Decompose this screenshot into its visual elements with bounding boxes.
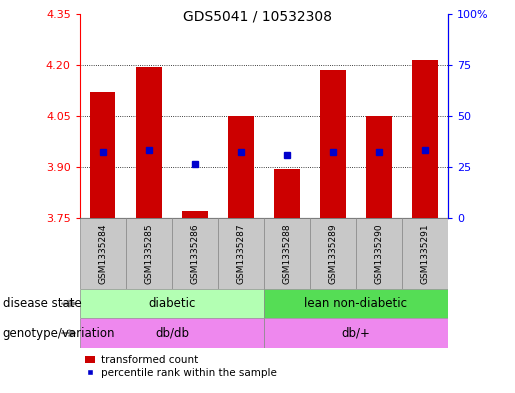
Bar — [264, 218, 310, 289]
Bar — [182, 211, 208, 218]
Text: genotype/variation: genotype/variation — [3, 327, 115, 340]
Text: GSM1335284: GSM1335284 — [98, 223, 107, 284]
Bar — [264, 289, 448, 318]
Bar — [80, 289, 264, 318]
Text: GSM1335287: GSM1335287 — [236, 223, 246, 284]
Text: diabetic: diabetic — [148, 297, 196, 310]
Bar — [136, 66, 162, 218]
Text: GSM1335285: GSM1335285 — [144, 223, 153, 284]
Bar — [320, 70, 346, 218]
Bar — [80, 318, 264, 348]
Text: GSM1335290: GSM1335290 — [374, 223, 384, 284]
Bar — [80, 218, 126, 289]
Bar — [356, 218, 402, 289]
Bar — [366, 116, 392, 218]
Bar — [126, 218, 172, 289]
Bar — [90, 92, 115, 218]
Bar — [274, 169, 300, 218]
Text: db/db: db/db — [155, 327, 189, 340]
Bar — [310, 218, 356, 289]
Bar — [228, 116, 253, 218]
Text: disease state: disease state — [3, 297, 81, 310]
Bar — [402, 218, 448, 289]
Bar — [172, 218, 218, 289]
Text: GSM1335286: GSM1335286 — [191, 223, 199, 284]
Text: GSM1335291: GSM1335291 — [421, 223, 430, 284]
Bar — [264, 318, 448, 348]
Text: GSM1335289: GSM1335289 — [329, 223, 337, 284]
Text: GSM1335288: GSM1335288 — [282, 223, 291, 284]
Bar — [413, 60, 438, 218]
Text: GDS5041 / 10532308: GDS5041 / 10532308 — [183, 10, 332, 24]
Text: db/+: db/+ — [341, 327, 370, 340]
Legend: transformed count, percentile rank within the sample: transformed count, percentile rank withi… — [85, 355, 277, 378]
Bar — [218, 218, 264, 289]
Text: lean non-diabetic: lean non-diabetic — [304, 297, 407, 310]
